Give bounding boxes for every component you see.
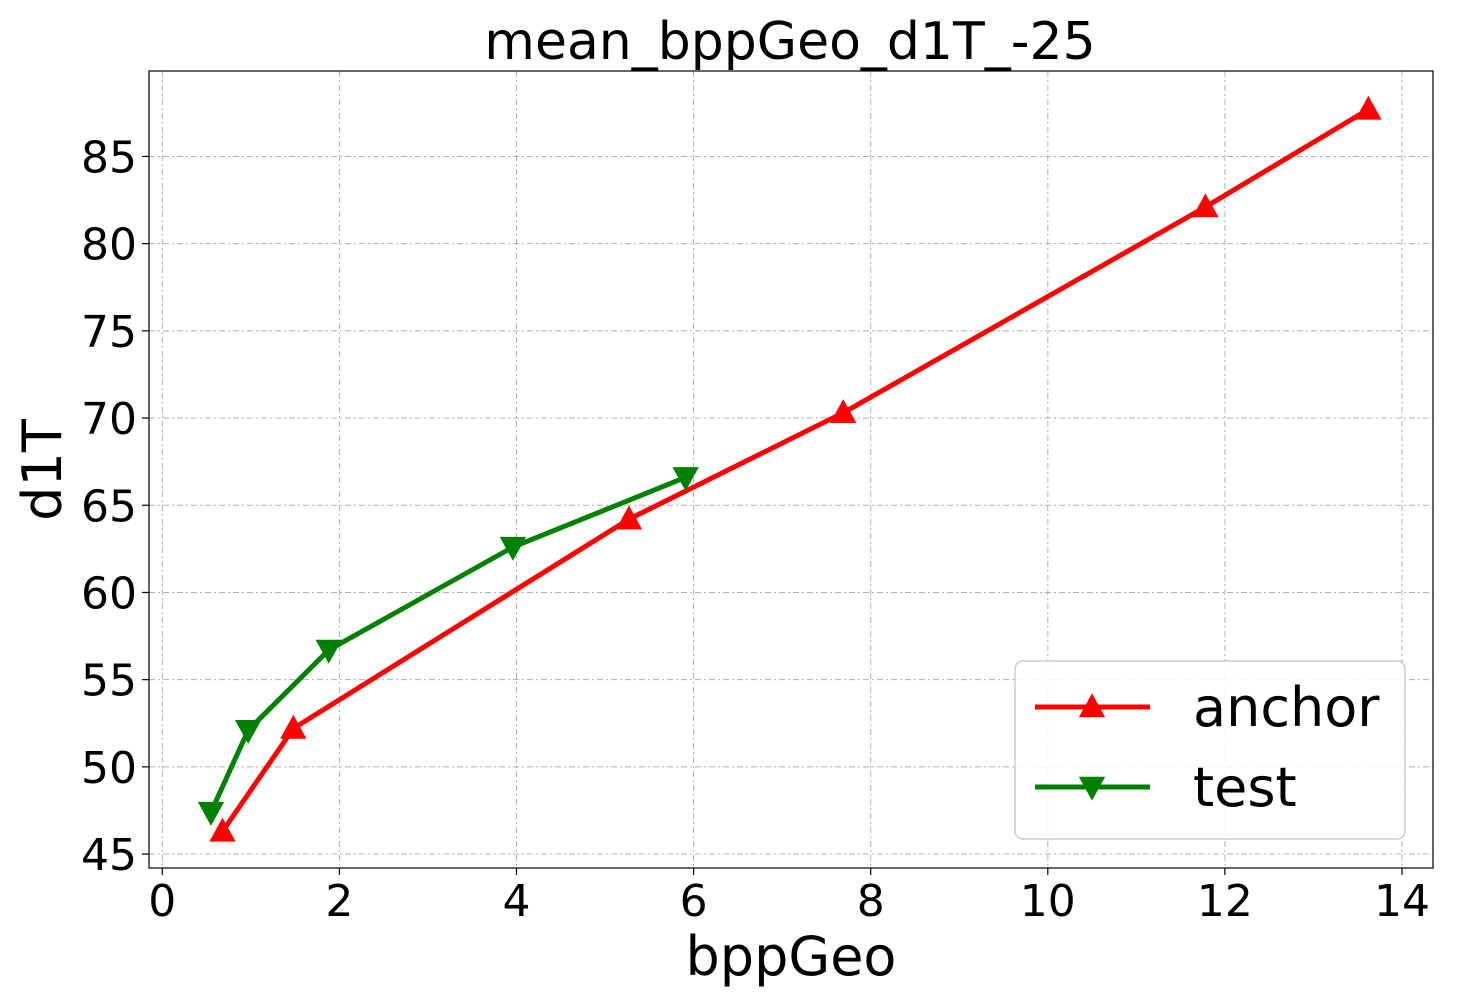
x-axis-title: bppGeo xyxy=(686,925,897,988)
anchor-point xyxy=(209,817,236,842)
anchor-point xyxy=(1192,193,1219,218)
anchor-point xyxy=(280,714,307,739)
legend-entry-test: test xyxy=(1035,756,1297,819)
legend-entries: anchor test xyxy=(1035,676,1380,819)
test-point xyxy=(315,639,342,664)
y-tick-label: 75 xyxy=(81,307,137,358)
y-tick-label: 85 xyxy=(81,132,137,183)
y-axis-title: d1T xyxy=(11,418,74,521)
y-tick-label: 80 xyxy=(81,220,137,271)
series-test xyxy=(197,467,699,826)
anchor-line xyxy=(220,107,1370,833)
x-tick-label: 4 xyxy=(502,876,530,927)
ticks: 0 2 4 6 8 10 12 14 45 50 55 60 65 70 75 80 85 xyxy=(81,132,1430,927)
y-tick-label: 45 xyxy=(81,830,137,881)
anchor-point xyxy=(1355,95,1382,120)
test-point xyxy=(672,467,699,492)
chart-title: mean_bppGeo_d1T_-25 xyxy=(484,12,1095,72)
x-tick-label: 14 xyxy=(1374,876,1430,927)
test-point xyxy=(234,719,262,744)
plot-frame xyxy=(148,70,1434,869)
y-tick-label: 60 xyxy=(81,568,137,619)
legend-label: anchor xyxy=(1193,676,1380,739)
x-tick-label: 2 xyxy=(325,876,353,927)
test-point xyxy=(197,801,225,826)
x-tick-label: 8 xyxy=(857,876,885,927)
legend: anchor test xyxy=(1014,660,1406,840)
x-tick-label: 12 xyxy=(1197,876,1253,927)
grid xyxy=(149,71,1433,868)
legend-entry-anchor: anchor xyxy=(1035,676,1380,739)
legend-marker xyxy=(1078,776,1106,801)
series-layer xyxy=(197,95,1382,842)
legend-label: test xyxy=(1193,756,1297,819)
series-anchor xyxy=(209,95,1382,842)
anchor-point xyxy=(830,399,857,424)
y-tick-label: 70 xyxy=(81,394,137,445)
y-tick-label: 65 xyxy=(81,481,137,532)
legend-marker xyxy=(1078,693,1106,718)
y-tick-label: 55 xyxy=(81,656,137,707)
x-tick-label: 10 xyxy=(1020,876,1076,927)
x-tick-label: 0 xyxy=(148,876,176,927)
y-tick-label: 50 xyxy=(81,743,137,794)
test-point xyxy=(499,536,527,561)
anchor-point xyxy=(615,505,643,530)
x-tick-label: 6 xyxy=(680,876,708,927)
